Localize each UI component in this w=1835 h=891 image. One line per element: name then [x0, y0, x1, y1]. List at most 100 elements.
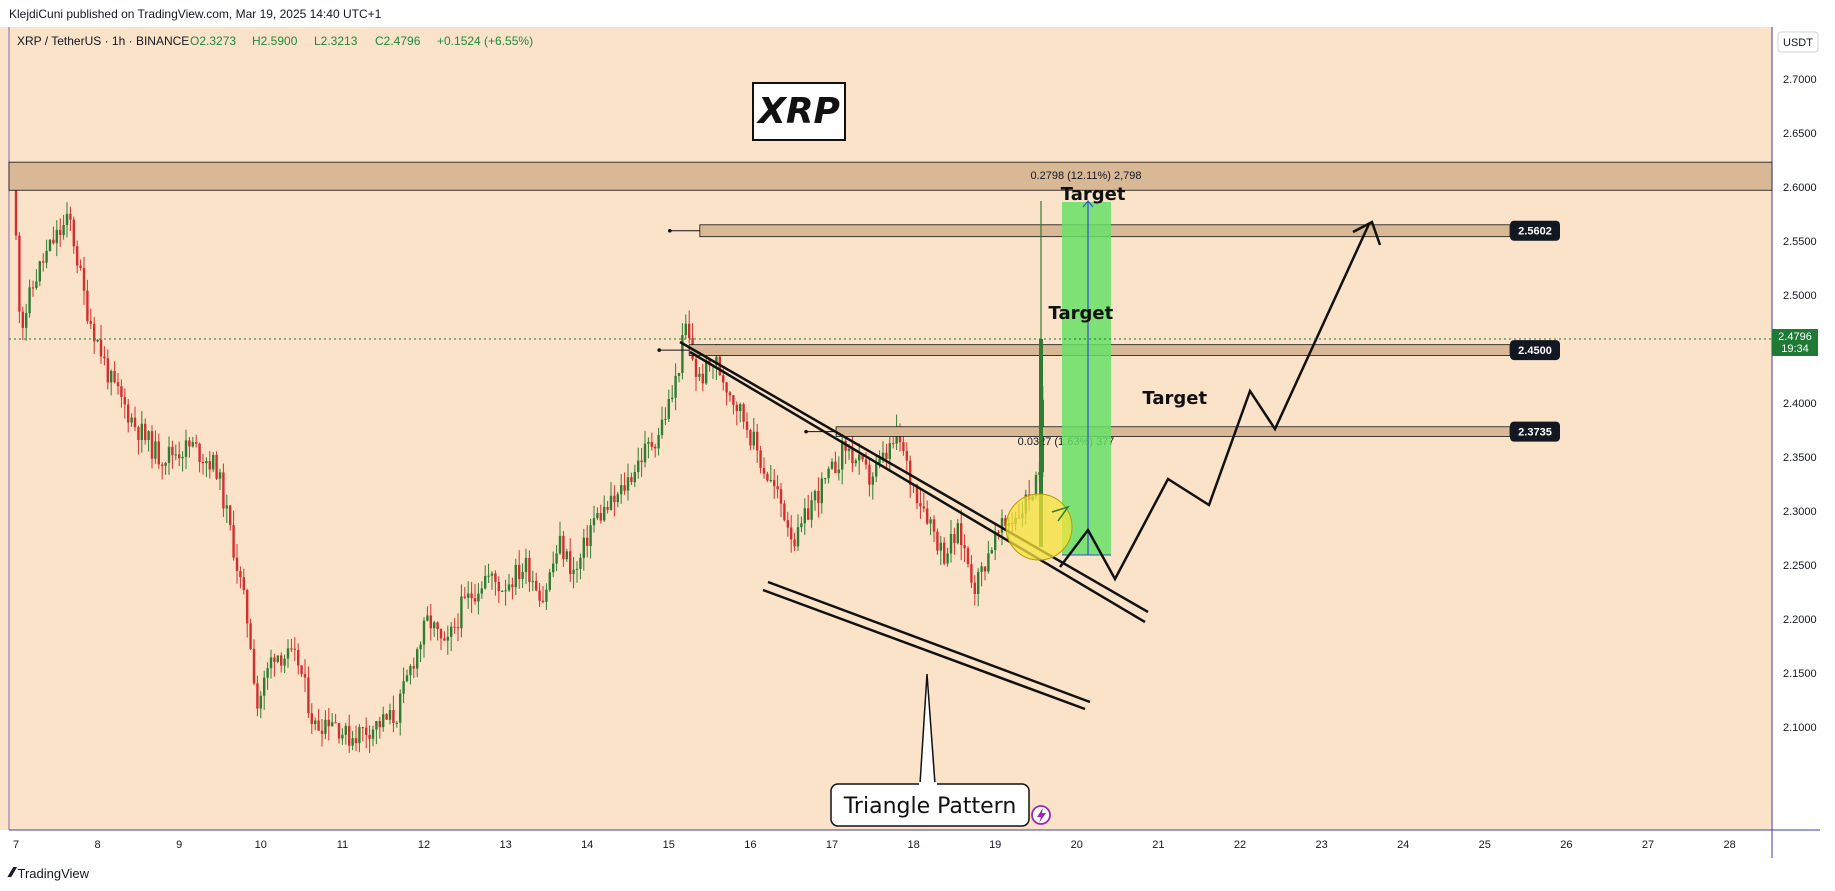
candle-body [779, 489, 783, 504]
candle-body [402, 681, 405, 694]
candle-body [660, 419, 664, 436]
y-tick-label: 2.5000 [1783, 290, 1817, 302]
candle-body [892, 443, 895, 445]
candle-body [99, 339, 103, 357]
candle-body [664, 418, 667, 420]
candle-body [715, 356, 718, 366]
candle-body [280, 655, 283, 666]
candle-body [358, 727, 361, 744]
candle-body [290, 648, 293, 650]
candle-body [395, 722, 398, 724]
zone-price-tag [1510, 340, 1560, 361]
currency-label-box[interactable] [1777, 31, 1819, 53]
candle-body [409, 666, 412, 676]
candle-body [426, 615, 429, 621]
candle-body [120, 386, 123, 397]
candle-body [810, 500, 813, 520]
candle-body [45, 250, 48, 263]
candle-body [334, 722, 337, 724]
candle-body [86, 290, 89, 322]
target-annotations: Target Target Target [1049, 184, 1208, 409]
candle-body [42, 261, 45, 263]
symbol-legend[interactable]: XRP / TetherUS · 1h · BINANCE O2.3273 H2… [17, 34, 533, 48]
candle-body [922, 506, 925, 509]
candle-body [249, 623, 252, 649]
candle-body [198, 443, 201, 462]
flash-icon-bolt [1037, 808, 1046, 823]
current-price-tag [1772, 329, 1818, 356]
candle-body [640, 460, 643, 463]
zone-measure-label: 0.2798 (12.11%) 2,798 [1030, 170, 1141, 182]
zone-price-label: 2.4500 [1518, 345, 1552, 357]
candle-body [477, 593, 480, 602]
x-tick-label: 14 [581, 839, 593, 851]
candle-body [592, 518, 596, 526]
x-tick-label: 24 [1397, 839, 1409, 851]
candle-body [113, 370, 116, 383]
candle-body [827, 468, 830, 479]
candle-body [871, 476, 874, 485]
target-range-arrow-icon [1082, 200, 1094, 208]
candle-body [943, 542, 946, 564]
candle-body [586, 537, 589, 546]
publisher-text: KlejdiCuni published on TradingView.com,… [9, 7, 382, 21]
candle-body [807, 508, 810, 520]
candle-body [446, 636, 449, 641]
candle-body [654, 446, 657, 449]
pattern-callout-mask [919, 782, 937, 786]
y-tick-label: 2.2000 [1783, 614, 1817, 626]
candle-body [195, 442, 198, 444]
candle-body [677, 372, 681, 376]
candle-body [348, 725, 351, 746]
candle-body [786, 520, 789, 528]
candle-body [667, 399, 670, 419]
candle-body [205, 460, 208, 464]
candle-body [252, 648, 256, 684]
candle-body [545, 589, 548, 602]
candle-body [259, 695, 262, 709]
x-tick-label: 18 [907, 839, 919, 851]
candle-body [133, 417, 137, 428]
candle-body [246, 590, 249, 624]
candle-body [949, 534, 953, 554]
candle-body [154, 441, 157, 459]
x-tick-label: 21 [1152, 839, 1164, 851]
candle-body [616, 494, 619, 503]
symbol-low: L2.3213 [314, 34, 358, 48]
candle-body [603, 506, 606, 521]
candle-body [671, 397, 674, 400]
symbol-pair: XRP / TetherUS · 1h · BINANCE [17, 34, 189, 48]
candle-body [681, 335, 684, 373]
tradingview-brand[interactable]: ⁄⁄⁄ TradingView [10, 866, 89, 881]
candle-body [776, 486, 779, 490]
candle-body [266, 668, 269, 678]
candle-body [341, 734, 344, 739]
candle-body [569, 551, 572, 575]
price-axis[interactable]: 2.70002.65002.60002.55002.50002.45002.40… [1783, 74, 1817, 734]
candle-body [657, 435, 660, 449]
candle-body [858, 454, 861, 461]
candle-body [433, 622, 436, 629]
candle-body [885, 452, 888, 460]
candle-body [749, 430, 752, 446]
x-tick-label: 10 [255, 839, 267, 851]
time-axis[interactable]: 7 8 9 10 11 12 13 14 15 16 17 18 19 20 21 22 23 24 25 26 27 2… [13, 839, 1736, 851]
candle-body [572, 569, 575, 575]
x-tick-label: 20 [1071, 839, 1083, 851]
upper-trendline-a [679, 340, 1149, 614]
candle-body [436, 622, 439, 630]
candle-body [361, 727, 364, 729]
candle-body [909, 460, 912, 485]
candle-body [439, 629, 443, 639]
x-tick-label: 11 [337, 839, 348, 851]
x-tick-label: 9 [176, 839, 182, 851]
symbol-close: C2.4796 [375, 34, 421, 48]
price-chart[interactable]: 0.2798 (12.11%) 2,7982.56022.45002.37350… [0, 27, 1835, 858]
candle-body [31, 287, 35, 289]
candle-body [926, 508, 929, 524]
current-price-value: 2.4796 [1778, 331, 1812, 343]
candle-body [796, 527, 800, 547]
candlestick-series [14, 162, 1044, 753]
candle-body [725, 382, 728, 393]
candle-body [973, 582, 976, 594]
